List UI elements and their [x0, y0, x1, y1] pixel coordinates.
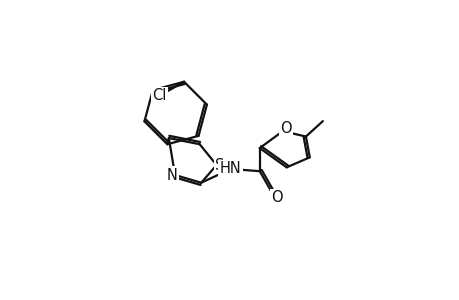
- Text: N: N: [166, 167, 177, 182]
- Text: Cl: Cl: [152, 88, 166, 103]
- Text: O: O: [270, 190, 282, 205]
- Text: HN: HN: [219, 161, 241, 176]
- Text: S: S: [214, 158, 224, 172]
- Text: O: O: [280, 121, 291, 136]
